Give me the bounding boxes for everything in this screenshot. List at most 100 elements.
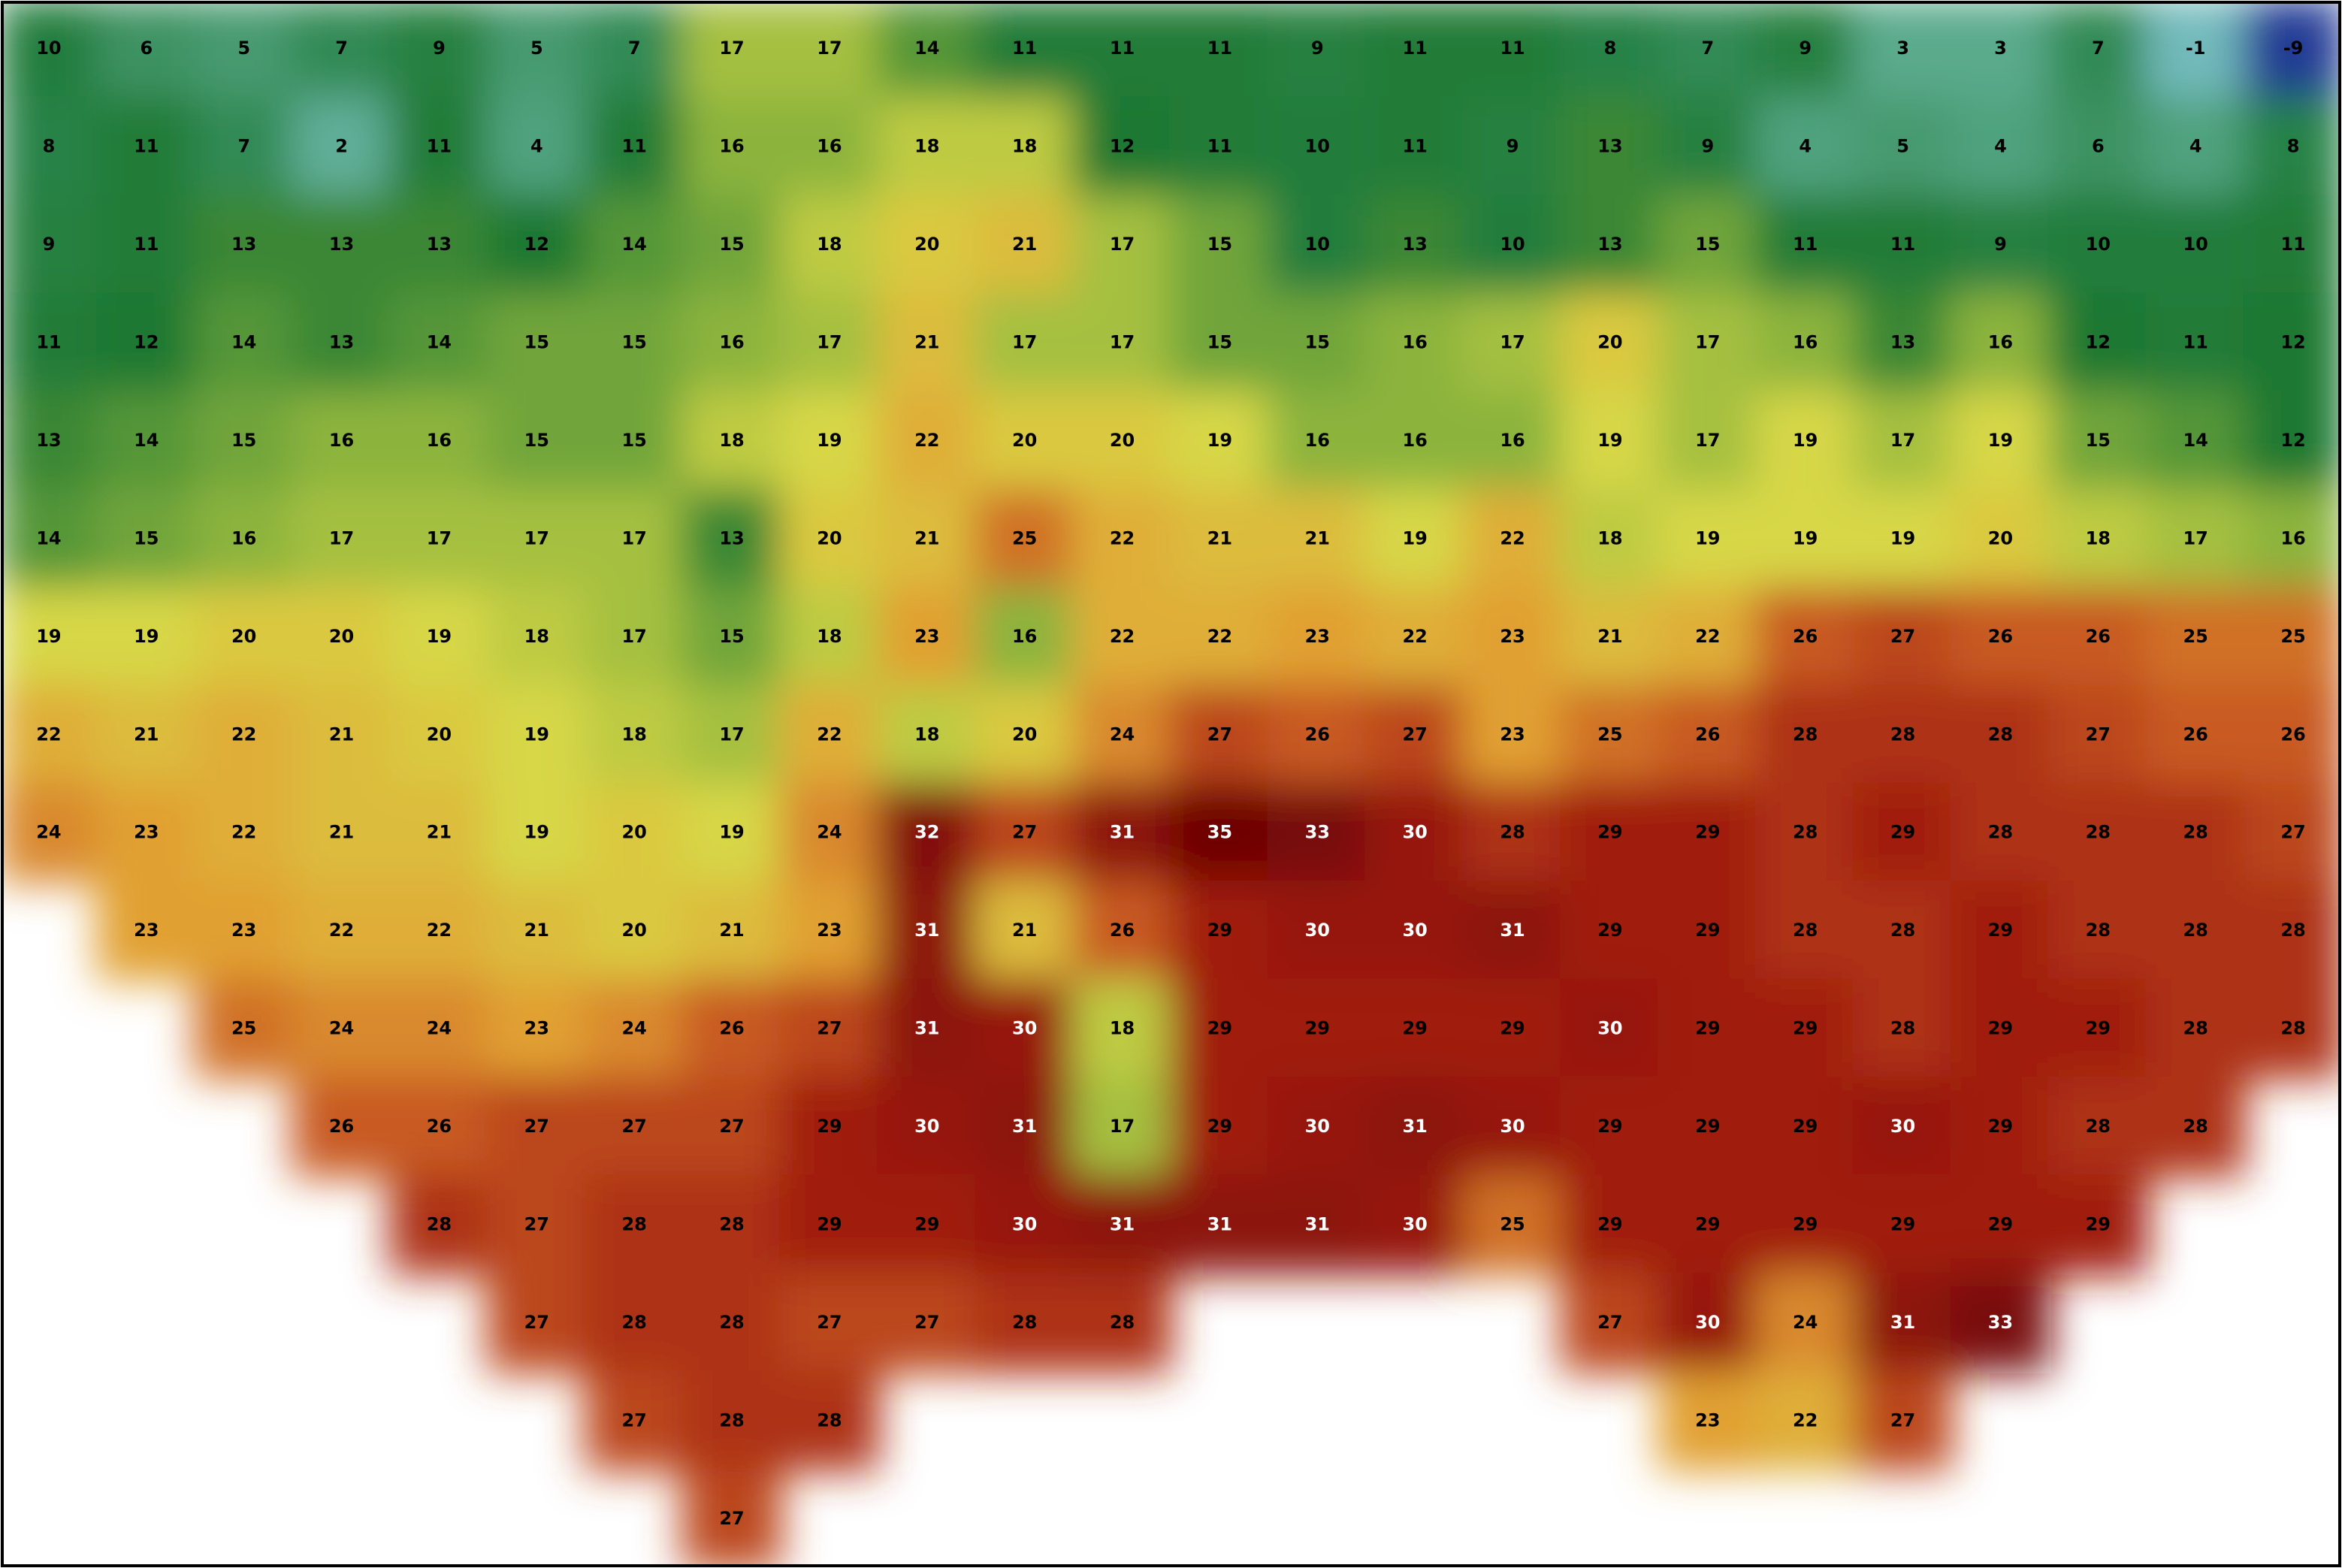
temperature-cell xyxy=(1560,96,1661,198)
temperature-cell xyxy=(681,96,782,198)
temperature-cell xyxy=(779,1076,880,1178)
temperature-cell xyxy=(95,782,197,884)
temperature-label: 21 xyxy=(914,527,939,548)
temperature-label: 15 xyxy=(524,332,549,353)
temperature-label: 17 xyxy=(719,38,744,59)
temperature-label: 28 xyxy=(2183,822,2208,843)
temperature-cell xyxy=(584,1272,685,1374)
temperature-cell xyxy=(1267,292,1368,394)
temperature-label: 29 xyxy=(2086,1018,2111,1039)
temperature-label: 27 xyxy=(1207,724,1232,745)
temperature-cell xyxy=(1364,3,1466,100)
temperature-label: 18 xyxy=(1597,527,1622,548)
temperature-label: 31 xyxy=(1110,822,1135,843)
temperature-cell xyxy=(1657,292,1758,394)
temperature-label: 3 xyxy=(1896,38,1909,59)
temperature-label: 29 xyxy=(2086,1213,2111,1234)
temperature-label: 19 xyxy=(1695,527,1720,548)
temperature-cell xyxy=(1754,390,1856,492)
temperature-cell xyxy=(2145,96,2247,198)
temperature-cell xyxy=(681,1272,782,1374)
temperature-cell xyxy=(2243,390,2339,492)
temperature-cell xyxy=(2145,782,2247,884)
temperature-cell xyxy=(2145,3,2247,100)
temperature-label: 17 xyxy=(524,527,549,548)
temperature-cell xyxy=(681,1076,782,1178)
temperature-label: 17 xyxy=(1695,332,1720,353)
temperature-cell xyxy=(3,292,99,394)
temperature-cell xyxy=(193,96,295,198)
temperature-cell xyxy=(1169,96,1271,198)
temperature-cell xyxy=(1071,3,1173,100)
temperature-label: 27 xyxy=(1890,1409,1915,1431)
temperature-label: 25 xyxy=(1012,527,1037,548)
temperature-cell xyxy=(1560,3,1661,100)
temperature-label: 11 xyxy=(1402,136,1427,157)
temperature-cell xyxy=(1852,96,1954,198)
temperature-label: 16 xyxy=(1402,430,1427,451)
temperature-label: 28 xyxy=(719,1409,744,1431)
temperature-label: 20 xyxy=(1012,430,1037,451)
temperature-label: 29 xyxy=(1988,1018,2013,1039)
temperature-label: 19 xyxy=(524,724,549,745)
temperature-label: 21 xyxy=(1012,920,1037,941)
temperature-label: 5 xyxy=(530,38,543,59)
temperature-cell xyxy=(1267,978,1368,1080)
temperature-cell xyxy=(1462,1076,1563,1178)
temperature-cell xyxy=(1852,292,1954,394)
temperature-cell xyxy=(584,1174,685,1276)
temperature-cell xyxy=(1071,488,1173,590)
temperature-cell xyxy=(1364,292,1466,394)
temperature-label: 31 xyxy=(1110,1213,1135,1234)
temperature-label: 15 xyxy=(719,234,744,255)
temperature-label: 11 xyxy=(1207,136,1232,157)
temperature-label: 11 xyxy=(36,332,61,353)
temperature-label: 6 xyxy=(2092,136,2105,157)
temperature-label: 16 xyxy=(1988,332,2013,353)
temperature-cell xyxy=(1852,684,1954,786)
temperature-label: 13 xyxy=(1597,136,1622,157)
temperature-label: 30 xyxy=(1012,1018,1037,1039)
temperature-label: 25 xyxy=(1500,1213,1525,1234)
temperature-cell xyxy=(1852,488,1954,590)
temperature-cell xyxy=(876,782,978,884)
temperature-label: 28 xyxy=(2086,1116,2111,1137)
temperature-label: 27 xyxy=(621,1116,646,1137)
temperature-cell xyxy=(1267,3,1368,100)
temperature-label: 2 xyxy=(335,136,348,157)
temperature-cell xyxy=(1071,1174,1173,1276)
temperature-cell xyxy=(1657,684,1758,786)
temperature-cell xyxy=(2243,880,2339,982)
temperature-label: 23 xyxy=(1500,724,1525,745)
temperature-cell xyxy=(681,1468,782,1565)
temperature-label: 19 xyxy=(817,430,842,451)
temperature-label: 19 xyxy=(36,626,61,647)
temperature-label: 22 xyxy=(1207,626,1232,647)
temperature-cell xyxy=(1267,586,1368,688)
temperature-cell xyxy=(1852,390,1954,492)
temperature-label: 15 xyxy=(1695,234,1720,255)
temperature-label: 21 xyxy=(1207,527,1232,548)
temperature-cell xyxy=(1852,978,1954,1080)
temperature-label: 13 xyxy=(329,234,354,255)
temperature-label: 28 xyxy=(621,1213,646,1234)
temperature-label: 30 xyxy=(1305,1116,1330,1137)
temperature-label: 19 xyxy=(524,822,549,843)
temperature-cell xyxy=(779,586,880,688)
temperature-label: 19 xyxy=(1207,430,1232,451)
temperature-cell xyxy=(681,292,782,394)
temperature-label: 32 xyxy=(914,822,939,843)
temperature-cell xyxy=(974,586,1075,688)
temperature-label: 30 xyxy=(1402,822,1427,843)
temperature-cell xyxy=(388,390,490,492)
temperature-cell xyxy=(974,3,1075,100)
temperature-cell xyxy=(1950,684,2051,786)
temperature-cell xyxy=(1657,1174,1758,1276)
temperature-cell xyxy=(193,194,295,296)
temperature-cell xyxy=(2243,978,2339,1080)
temperature-cell xyxy=(1657,488,1758,590)
temperature-cell xyxy=(388,194,490,296)
temperature-cell xyxy=(95,96,197,198)
temperature-label: 29 xyxy=(1793,1116,1818,1137)
temperature-label: 9 xyxy=(1506,136,1519,157)
